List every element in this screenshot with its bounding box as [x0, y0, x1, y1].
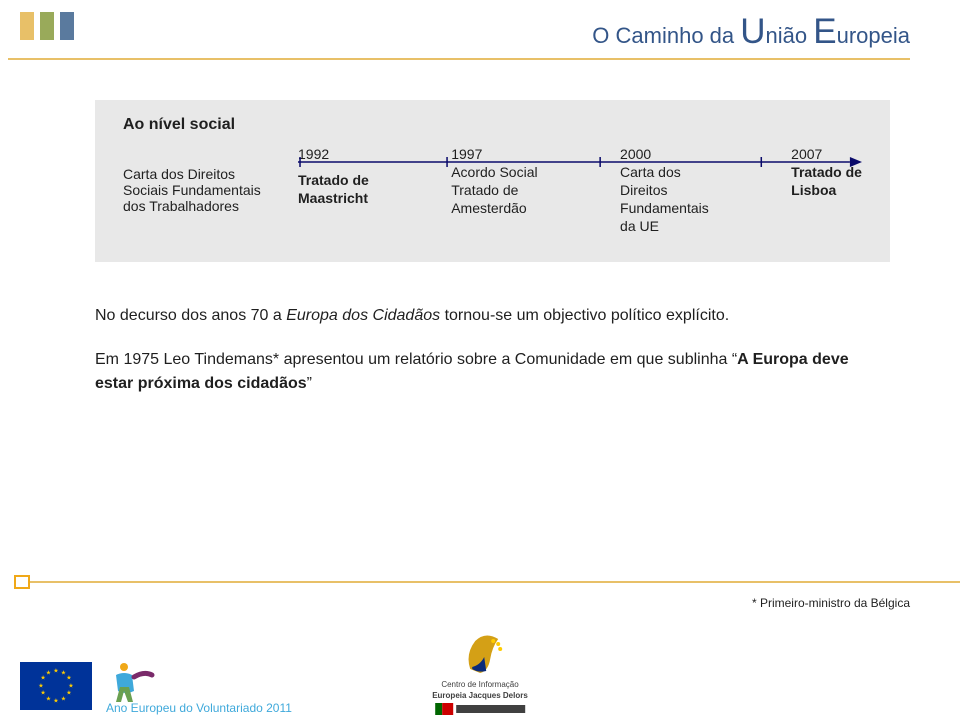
- timeline-left-column: Carta dos Direitos Sociais Fundamentais …: [123, 144, 298, 214]
- event-text: da UE: [620, 218, 709, 234]
- title-frag: E: [813, 12, 836, 51]
- accent-color-bars: [20, 12, 74, 40]
- section-label: Ao nível social: [123, 116, 862, 134]
- event-text: Maastricht: [298, 190, 369, 206]
- page-title: O Caminho da União Europeia: [0, 12, 910, 52]
- text-frag: ”: [307, 375, 312, 392]
- page-header: O Caminho da União Europeia: [0, 0, 960, 60]
- paragraph: Em 1975 Leo Tindemans* apresentou um rel…: [95, 348, 890, 396]
- body-text: No decurso dos anos 70 a Europa dos Cida…: [95, 304, 890, 396]
- footnote: * Primeiro-ministro da Bélgica: [752, 596, 910, 610]
- left-text: Carta dos Direitos: [123, 166, 298, 182]
- eu-stars: ★ ★ ★ ★ ★ ★ ★ ★ ★ ★ ★ ★: [41, 671, 71, 701]
- event-text: Lisboa: [791, 182, 862, 198]
- lower-divider: [22, 581, 960, 583]
- timeline-years: 1992 Tratado de Maastricht 1997 Acordo S…: [298, 144, 862, 234]
- centre-info-logo: Centro de Informação Europeia Jacques De…: [432, 629, 528, 715]
- pt-flag-icon: [435, 703, 453, 715]
- divider-ornament: [14, 575, 30, 589]
- accent-bar: [60, 12, 74, 40]
- timeline-box: Ao nível social Carta dos Direitos Socia…: [95, 100, 890, 262]
- ci-line2: Europeia Jacques Delors: [432, 692, 528, 701]
- title-frag: nião: [766, 23, 814, 48]
- text-frag: Em 1975 Leo Tindemans* apresentou um rel…: [95, 351, 737, 368]
- main-content: Ao nível social Carta dos Direitos Socia…: [0, 60, 960, 396]
- title-frag: O Caminho da: [592, 23, 740, 48]
- text-emphasis: Europa dos Cidadãos: [286, 307, 440, 324]
- ci-shape-icon: [450, 629, 510, 679]
- text-frag: tornou-se um objectivo político explícit…: [440, 307, 729, 324]
- timeline-row: Carta dos Direitos Sociais Fundamentais …: [123, 144, 862, 234]
- title-frag: U: [740, 12, 765, 51]
- accent-bar: [40, 12, 54, 40]
- ci-line1: Centro de Informação: [441, 681, 518, 690]
- event-text: Fundamentais: [620, 200, 709, 216]
- eu-flag-icon: ★ ★ ★ ★ ★ ★ ★ ★ ★ ★ ★ ★: [20, 662, 92, 710]
- text-frag: No decurso dos anos 70 a: [95, 307, 286, 324]
- event-text: Tratado de: [298, 172, 369, 188]
- event-text: Tratado de: [451, 182, 537, 198]
- left-text: dos Trabalhadores: [123, 198, 298, 214]
- left-text: Sociais Fundamentais: [123, 182, 298, 198]
- volunteer-year-logo: Ano Europeu do Voluntariado 2011: [106, 657, 292, 715]
- avol-figure-icon: [106, 657, 292, 697]
- pt-gov-bar: [435, 703, 525, 715]
- paragraph: No decurso dos anos 70 a Europa dos Cida…: [95, 304, 890, 328]
- accent-bar: [20, 12, 34, 40]
- event-text: Direitos: [620, 182, 709, 198]
- event-text: Amesterdão: [451, 200, 537, 216]
- title-frag: uropeia: [837, 23, 910, 48]
